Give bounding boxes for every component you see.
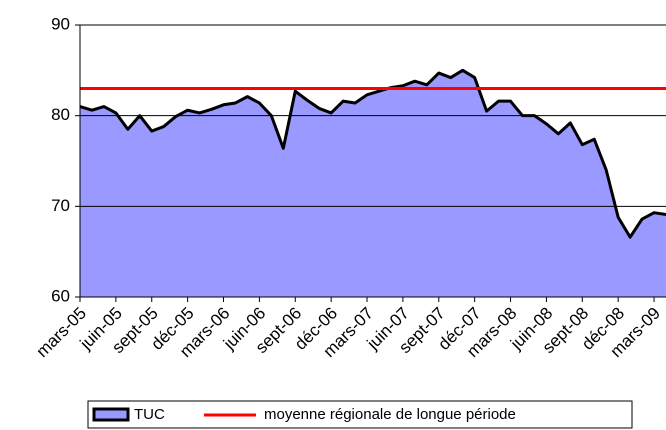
y-tick-label: 80 <box>51 105 70 124</box>
x-tick-label: mars-05 <box>32 304 90 362</box>
legend-label: TUC <box>134 406 165 423</box>
area <box>80 70 666 297</box>
y-tick-label: 70 <box>51 196 70 215</box>
y-tick-label: 60 <box>51 286 70 305</box>
y-tick-label: 90 <box>51 14 70 33</box>
legend-box <box>87 400 633 429</box>
line <box>79 68 666 239</box>
legend-label: moyenne régionale de longue période <box>264 406 516 423</box>
legend-swatch <box>92 407 130 422</box>
